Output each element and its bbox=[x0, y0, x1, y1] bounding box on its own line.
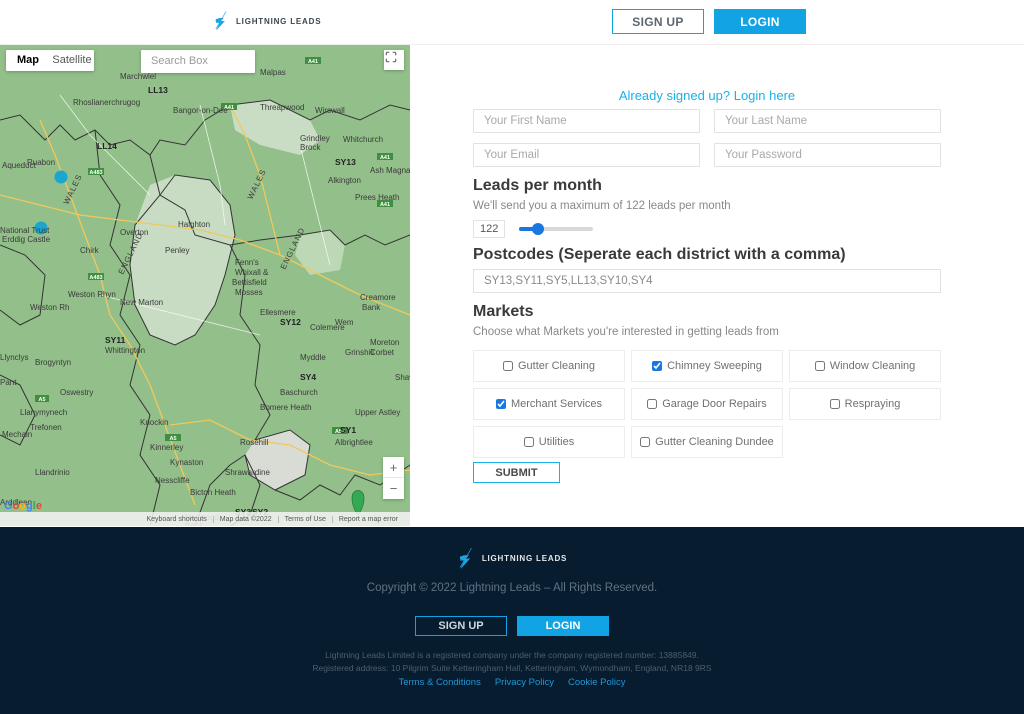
svg-text:Bicton Heath: Bicton Heath bbox=[190, 488, 236, 497]
svg-text:A41: A41 bbox=[380, 155, 390, 161]
svg-text:Corbet: Corbet bbox=[370, 348, 395, 357]
svg-text:Fenn's: Fenn's bbox=[235, 258, 259, 267]
svg-text:Bangor-on-Dee: Bangor-on-Dee bbox=[173, 106, 228, 115]
svg-text:SY11: SY11 bbox=[105, 335, 126, 345]
svg-text:Pant: Pant bbox=[0, 378, 17, 387]
svg-text:Penley: Penley bbox=[165, 246, 189, 255]
svg-text:Bank: Bank bbox=[362, 303, 381, 312]
svg-text:A5: A5 bbox=[169, 436, 176, 442]
svg-text:Kinnerley: Kinnerley bbox=[150, 443, 183, 452]
svg-text:Bomere Heath: Bomere Heath bbox=[260, 403, 312, 412]
svg-text:Bettisfield: Bettisfield bbox=[232, 278, 267, 287]
svg-text:Llanymynech: Llanymynech bbox=[20, 408, 67, 417]
svg-text:Albrightlee: Albrightlee bbox=[335, 438, 373, 447]
svg-text:Brogyntyn: Brogyntyn bbox=[35, 358, 71, 367]
svg-text:Llynclys: Llynclys bbox=[0, 353, 28, 362]
svg-text:A5: A5 bbox=[38, 397, 45, 403]
svg-text:Kynaston: Kynaston bbox=[170, 458, 203, 467]
svg-text:Whitchurch: Whitchurch bbox=[343, 135, 383, 144]
svg-text:Creamore: Creamore bbox=[360, 293, 396, 302]
svg-text:Ash Magna: Ash Magna bbox=[370, 166, 410, 175]
svg-text:Weston Rh: Weston Rh bbox=[30, 303, 69, 312]
svg-text:LL13: LL13 bbox=[148, 85, 168, 95]
svg-text:SY13: SY13 bbox=[335, 157, 356, 167]
svg-text:Aqueduct: Aqueduct bbox=[2, 161, 37, 170]
svg-text:A483: A483 bbox=[89, 275, 102, 281]
svg-text:Malpas: Malpas bbox=[260, 68, 286, 77]
svg-text:Alkington: Alkington bbox=[328, 176, 361, 185]
svg-text:Brock: Brock bbox=[300, 143, 321, 152]
svg-text:New Marton: New Marton bbox=[120, 298, 163, 307]
svg-text:Wirswall: Wirswall bbox=[315, 106, 345, 115]
svg-text:Erddig Castle: Erddig Castle bbox=[2, 235, 51, 244]
svg-text:Myddle: Myddle bbox=[300, 353, 326, 362]
svg-text:SY12: SY12 bbox=[280, 317, 301, 327]
svg-text:Threapwood: Threapwood bbox=[260, 103, 304, 112]
svg-text:Baschurch: Baschurch bbox=[280, 388, 318, 397]
svg-text:Rhoslianerchrugog: Rhoslianerchrugog bbox=[73, 98, 140, 107]
svg-text:National Trust: National Trust bbox=[0, 226, 50, 235]
svg-text:SY1: SY1 bbox=[340, 425, 356, 435]
svg-text:Weston Rhyn: Weston Rhyn bbox=[68, 290, 116, 299]
svg-text:Upper Astley: Upper Astley bbox=[355, 408, 400, 417]
svg-text:Whittington: Whittington bbox=[105, 346, 145, 355]
svg-text:Marchwiel: Marchwiel bbox=[120, 72, 156, 81]
svg-text:Grindley: Grindley bbox=[300, 134, 330, 143]
svg-text:Overton: Overton bbox=[120, 228, 148, 237]
svg-text:Mechain: Mechain bbox=[2, 430, 32, 439]
svg-text:Knockin: Knockin bbox=[140, 418, 168, 427]
svg-text:Mosses: Mosses bbox=[235, 288, 263, 297]
svg-text:SY4: SY4 bbox=[300, 372, 316, 382]
svg-text:Moreton: Moreton bbox=[370, 338, 399, 347]
svg-text:LL14: LL14 bbox=[97, 141, 117, 151]
svg-text:Shawbury: Shawbury bbox=[395, 373, 410, 382]
svg-text:Prees Heath: Prees Heath bbox=[355, 193, 399, 202]
svg-text:Trefonen: Trefonen bbox=[30, 423, 62, 432]
svg-text:Llandrinio: Llandrinio bbox=[35, 468, 70, 477]
svg-text:A483: A483 bbox=[89, 170, 102, 176]
svg-text:Shrawardine: Shrawardine bbox=[225, 468, 270, 477]
svg-text:Ellesmere: Ellesmere bbox=[260, 308, 296, 317]
svg-text:Rosehill: Rosehill bbox=[240, 438, 269, 447]
svg-text:Oswestry: Oswestry bbox=[60, 388, 93, 397]
svg-text:Chirk: Chirk bbox=[80, 246, 100, 255]
svg-text:A41: A41 bbox=[308, 59, 318, 65]
svg-text:Wem: Wem bbox=[335, 318, 354, 327]
svg-text:Whixall &: Whixall & bbox=[235, 268, 269, 277]
svg-text:Nesscliffe: Nesscliffe bbox=[155, 476, 190, 485]
svg-text:A41: A41 bbox=[380, 202, 390, 208]
svg-text:Halghton: Halghton bbox=[178, 220, 210, 229]
